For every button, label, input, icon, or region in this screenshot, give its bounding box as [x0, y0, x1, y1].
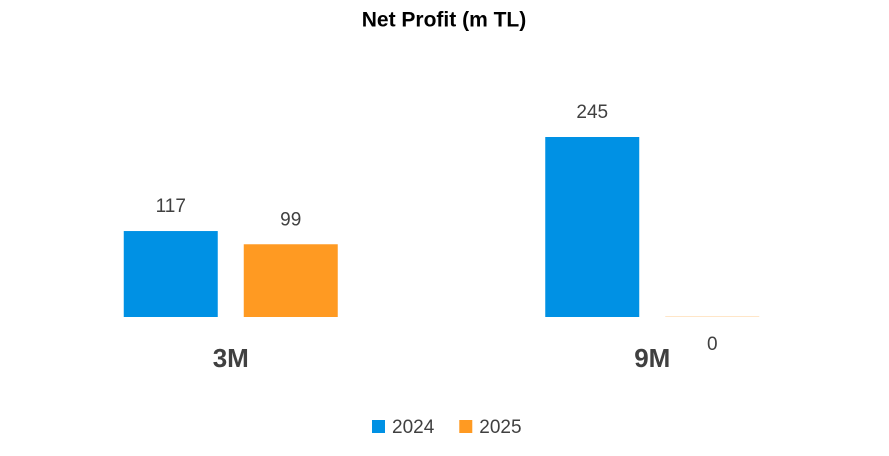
bar: [243, 244, 338, 317]
bar: [665, 316, 760, 317]
data-label: 245: [576, 102, 608, 123]
chart-title: Net Profit (m TL): [362, 9, 526, 32]
data-label: 117: [156, 196, 186, 217]
legend-label: 2025: [479, 417, 521, 438]
legend-label: 2024: [392, 417, 435, 438]
legend-swatch: [372, 420, 385, 433]
x-tick-label: 3M: [213, 343, 249, 373]
data-label: 0: [707, 334, 718, 355]
bar: [123, 231, 218, 317]
legend-swatch: [459, 420, 473, 433]
bar: [545, 137, 640, 317]
x-tick-label: 9M: [634, 343, 670, 373]
data-label: 99: [280, 209, 301, 230]
